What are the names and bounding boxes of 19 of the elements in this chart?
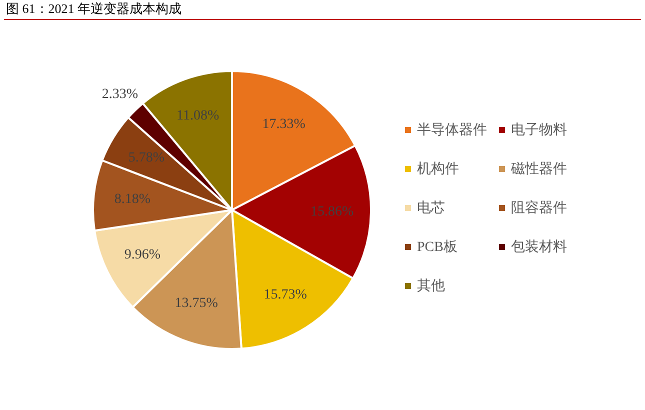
legend-label: 机构件 bbox=[417, 160, 459, 178]
legend-label: 半导体器件 bbox=[417, 122, 487, 139]
data-label: 9.96% bbox=[124, 247, 161, 262]
data-label: 17.33% bbox=[262, 117, 306, 132]
legend-label: 包装材料 bbox=[511, 238, 567, 256]
legend-label: 阻容器件 bbox=[511, 199, 567, 217]
data-label: 13.75% bbox=[174, 296, 218, 312]
data-label: 8.18% bbox=[114, 192, 151, 207]
legend-label: 磁性器件 bbox=[511, 160, 567, 178]
legend-label: 其他 bbox=[417, 278, 445, 295]
chart-title: 图 61：2021 年逆变器成本构成 bbox=[6, 0, 182, 18]
data-label: 2.33% bbox=[102, 87, 138, 102]
data-label: 5.78% bbox=[128, 150, 165, 166]
legend-label: 电芯 bbox=[417, 200, 445, 217]
legend-label: PCB板 bbox=[417, 238, 458, 256]
legend-label: 电子物料 bbox=[511, 122, 567, 139]
data-label: 15.86% bbox=[310, 204, 354, 220]
data-label: 11.08% bbox=[176, 108, 220, 124]
data-label: 15.73% bbox=[264, 287, 308, 302]
